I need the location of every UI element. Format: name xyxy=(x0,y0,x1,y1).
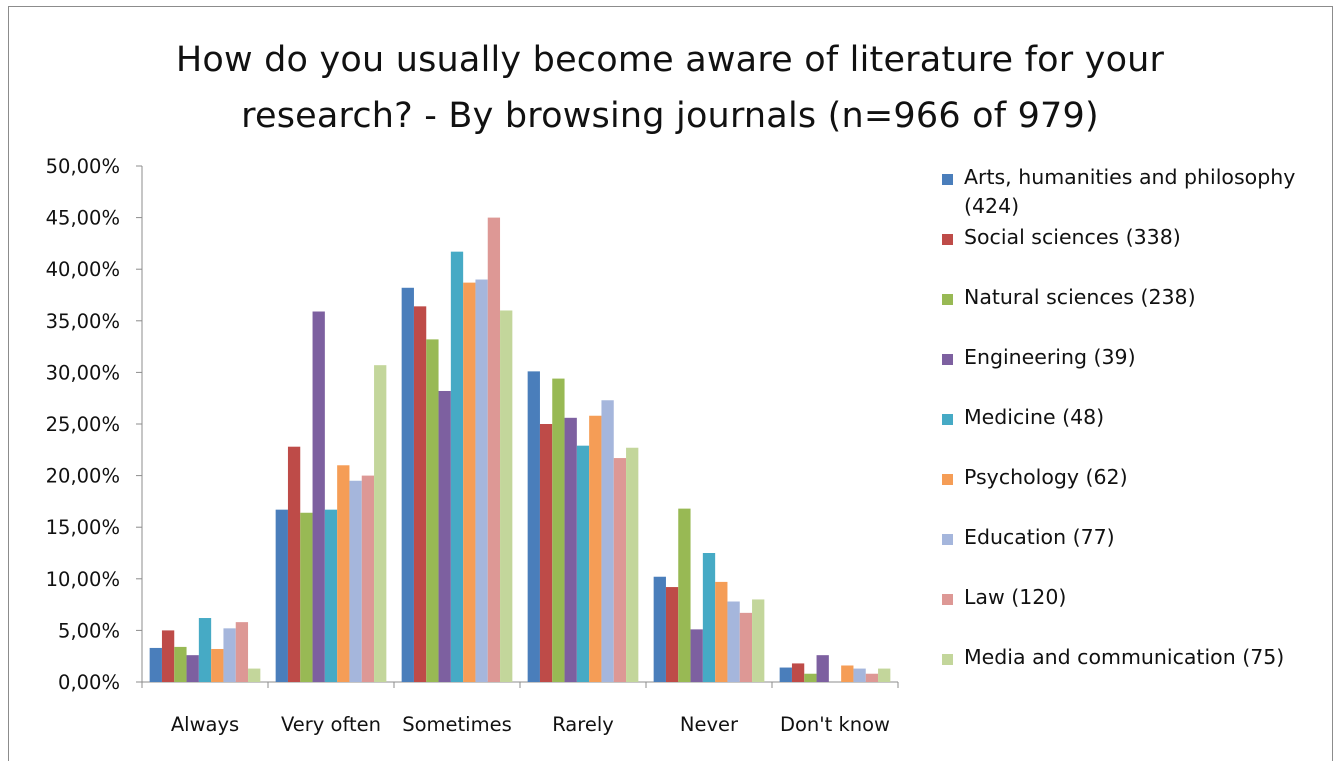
bar xyxy=(287,446,301,682)
bar xyxy=(804,673,817,682)
y-tick-label: 40,00% xyxy=(46,258,120,281)
bar xyxy=(841,665,854,682)
chart-title: How do you usually become aware of liter… xyxy=(80,32,1260,144)
bar xyxy=(715,581,728,682)
x-tick-label: Never xyxy=(680,713,739,736)
bar xyxy=(853,668,866,682)
bar xyxy=(552,378,565,682)
bar xyxy=(275,509,288,682)
bar xyxy=(426,339,439,682)
bar xyxy=(665,587,679,682)
bar xyxy=(779,667,792,682)
y-tick-label: 10,00% xyxy=(46,568,120,591)
y-tick-label: 20,00% xyxy=(46,465,120,488)
bar xyxy=(500,310,513,682)
bar xyxy=(475,279,488,682)
bar xyxy=(487,217,501,682)
bar xyxy=(324,509,338,682)
bar xyxy=(401,287,414,682)
bar xyxy=(337,465,350,682)
bar xyxy=(198,618,212,682)
y-tick-label: 5,00% xyxy=(58,619,120,642)
bar xyxy=(816,655,829,682)
x-tick-label: Sometimes xyxy=(402,713,512,736)
bar xyxy=(878,668,891,682)
legend-swatch xyxy=(942,534,953,545)
bar xyxy=(564,417,577,682)
bar xyxy=(653,576,666,682)
legend-label: Engineering (39) xyxy=(964,345,1136,369)
bar xyxy=(300,512,313,682)
legend-swatch xyxy=(942,354,953,365)
legend-label: Medicine (48) xyxy=(964,405,1105,429)
legend-label: Media and communication (75) xyxy=(964,645,1285,669)
bar xyxy=(589,415,602,682)
bar xyxy=(690,629,703,682)
legend-label: Education (77) xyxy=(964,525,1115,549)
bar xyxy=(678,508,691,682)
bar xyxy=(576,445,590,682)
bar xyxy=(539,424,553,682)
y-tick-label: 0,00% xyxy=(58,671,120,694)
y-tick-label: 15,00% xyxy=(46,516,120,539)
bar xyxy=(149,647,162,682)
y-tick-label: 25,00% xyxy=(46,413,120,436)
bar xyxy=(463,282,476,682)
bar xyxy=(235,622,249,682)
bar xyxy=(450,251,464,682)
legend-swatch xyxy=(942,474,953,485)
bar xyxy=(374,365,387,682)
bar xyxy=(248,668,261,682)
bar xyxy=(349,480,362,682)
bar xyxy=(361,475,375,682)
bar xyxy=(186,655,199,682)
x-tick-label: Don't know xyxy=(780,713,890,736)
legend-swatch xyxy=(942,234,953,245)
legend-swatch xyxy=(942,294,953,305)
x-tick-label: Always xyxy=(171,713,239,736)
bar xyxy=(413,306,427,682)
bar xyxy=(739,612,753,682)
y-tick-label: 45,00% xyxy=(46,207,120,230)
legend-swatch xyxy=(942,414,953,425)
legend-label: Arts, humanities and philosophy (424) xyxy=(964,165,1296,218)
bar xyxy=(626,447,639,682)
bar xyxy=(752,599,765,682)
chart-title-line-1: How do you usually become aware of liter… xyxy=(175,40,1165,80)
bar xyxy=(223,628,236,682)
y-tick-label: 30,00% xyxy=(46,361,120,384)
legend-swatch xyxy=(942,654,953,665)
bar xyxy=(865,673,879,682)
bar xyxy=(791,663,805,682)
bar xyxy=(613,458,627,682)
legend-label: Natural sciences (238) xyxy=(964,285,1196,309)
bar xyxy=(438,390,451,682)
bar xyxy=(312,311,325,682)
legend-swatch xyxy=(942,594,953,605)
bar xyxy=(174,646,187,682)
legend-swatch xyxy=(942,174,953,185)
bar xyxy=(601,400,614,682)
legend-label: Social sciences (338) xyxy=(964,225,1181,249)
chart-title-line-2: research? - By browsing journals (n=966 … xyxy=(241,96,1099,136)
bar xyxy=(527,371,540,682)
bar xyxy=(211,648,224,682)
bar xyxy=(702,553,716,682)
bar xyxy=(161,630,175,682)
y-tick-label: 35,00% xyxy=(46,310,120,333)
x-tick-label: Rarely xyxy=(552,713,614,736)
legend-label: Psychology (62) xyxy=(964,465,1128,489)
x-tick-label: Very often xyxy=(281,713,381,736)
legend-label: Law (120) xyxy=(964,585,1067,609)
y-tick-label: 50,00% xyxy=(46,155,120,178)
bar xyxy=(727,601,740,682)
